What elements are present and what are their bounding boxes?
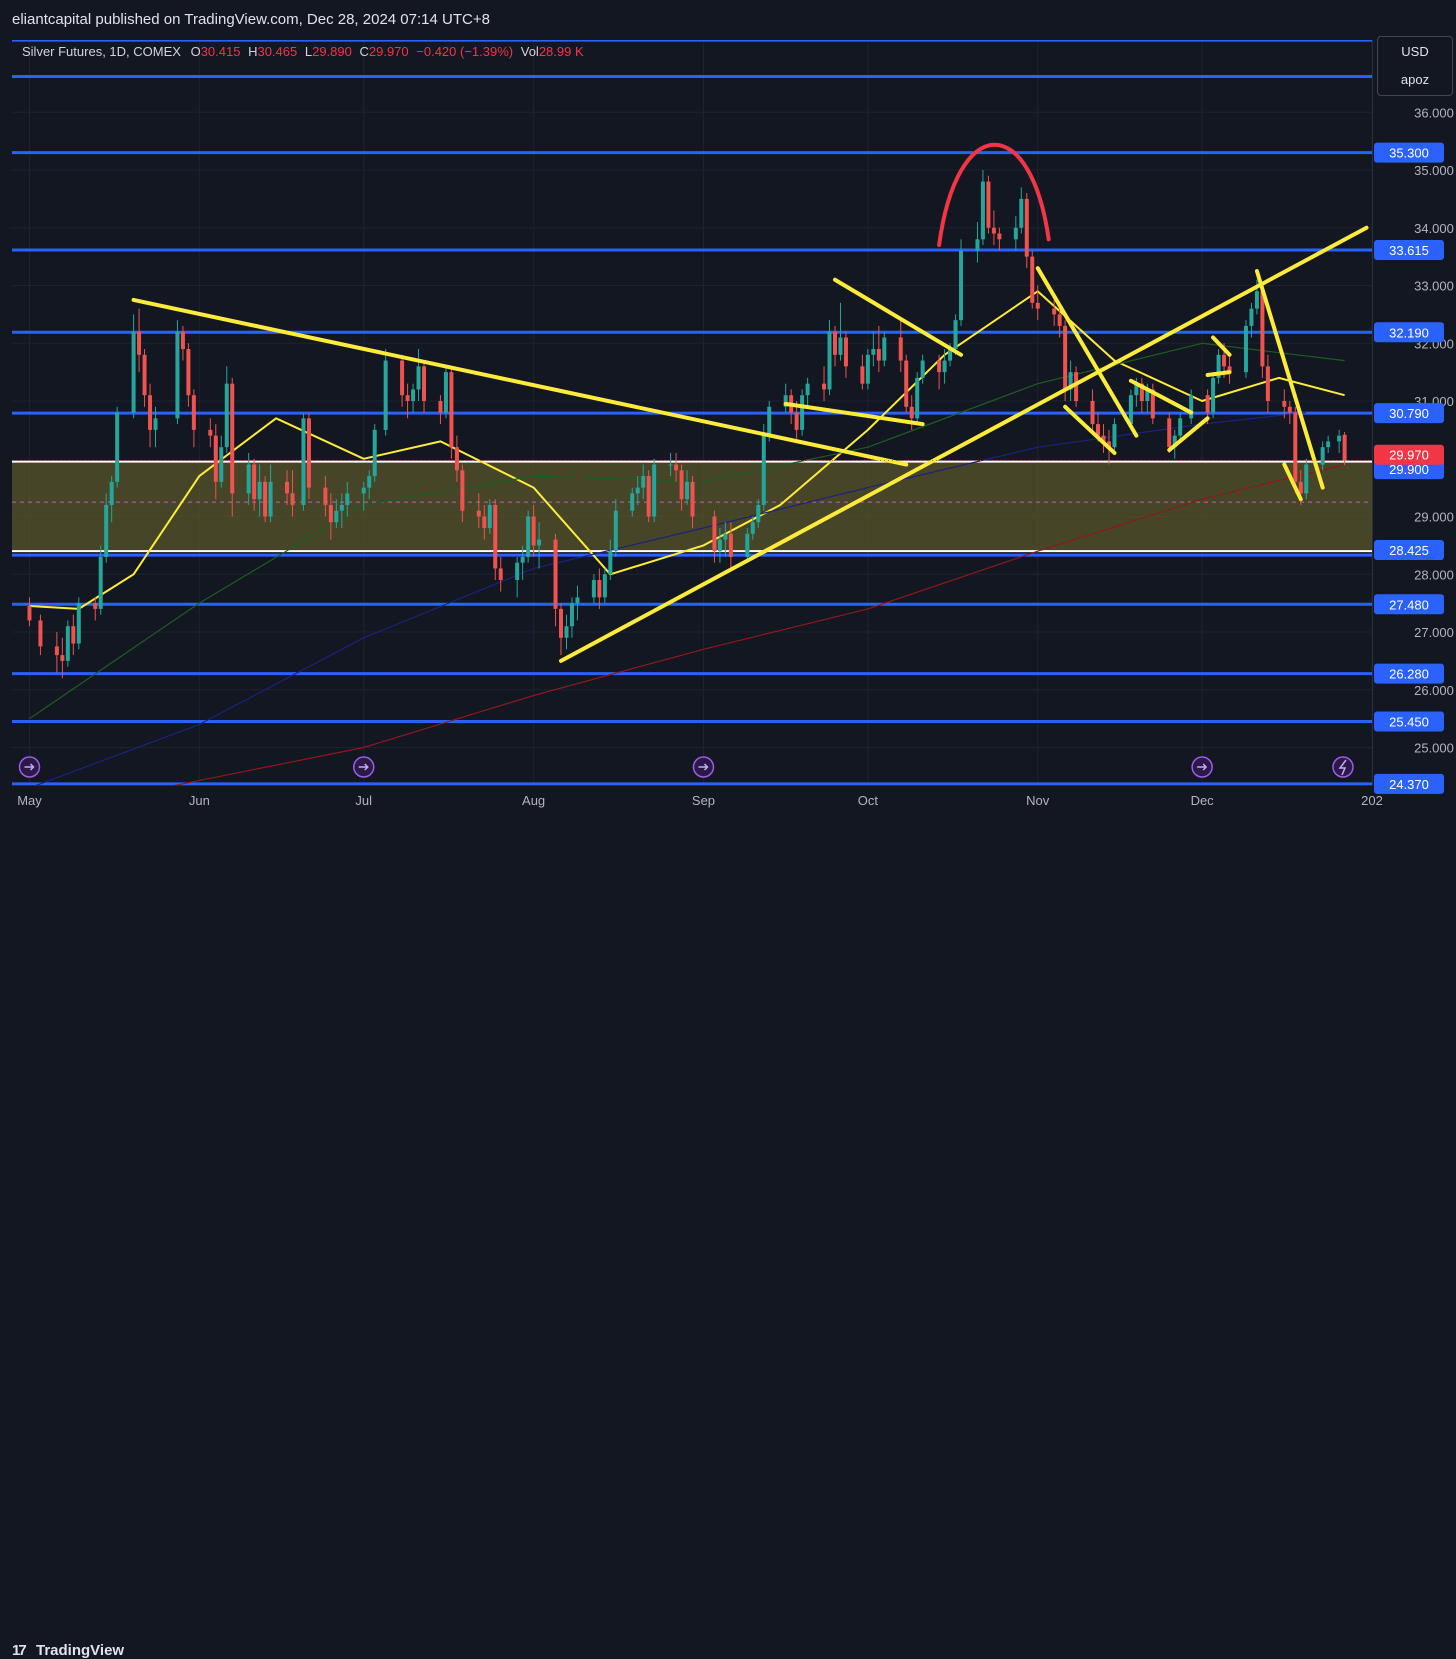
price-axis[interactable] [1372,40,1456,785]
open-label: O [190,44,201,59]
close-label: C [359,44,369,59]
high-value: 30.465 [257,44,298,59]
open-value: 30.415 [200,44,241,59]
change-value: −0.420 (−1.39%) [416,44,514,59]
top-bar: eliantcapital published on TradingView.c… [0,0,1456,40]
currency-label[interactable]: USD [1401,44,1429,59]
tradingview-logo-icon: 17 [12,1642,27,1659]
chart-area[interactable] [12,40,1372,785]
low-label: L [304,44,313,59]
publisher-line: eliantcapital published on TradingView.c… [12,11,490,28]
brand-name: TradingView [36,1642,125,1659]
close-value: 29.970 [368,44,409,59]
volume-value: 28.99 K [538,44,584,59]
symbol-legend: Silver Futures, 1D, COMEX O30.415 H30.46… [22,44,584,59]
symbol-name: Silver Futures, 1D, COMEX [22,44,181,59]
volume-label: Vol [520,44,539,59]
bottom-bar: 17 TradingView [0,815,1456,1659]
currency-selector[interactable]: USD apoz [1377,36,1453,96]
tradingview-logo[interactable]: 17 TradingView [12,1642,124,1659]
scale-mode-label[interactable]: apoz [1400,72,1430,87]
low-value: 29.890 [312,44,352,59]
high-label: H [248,44,258,59]
time-axis[interactable] [12,785,1372,816]
